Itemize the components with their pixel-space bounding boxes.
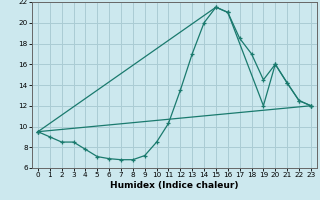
X-axis label: Humidex (Indice chaleur): Humidex (Indice chaleur)	[110, 181, 239, 190]
